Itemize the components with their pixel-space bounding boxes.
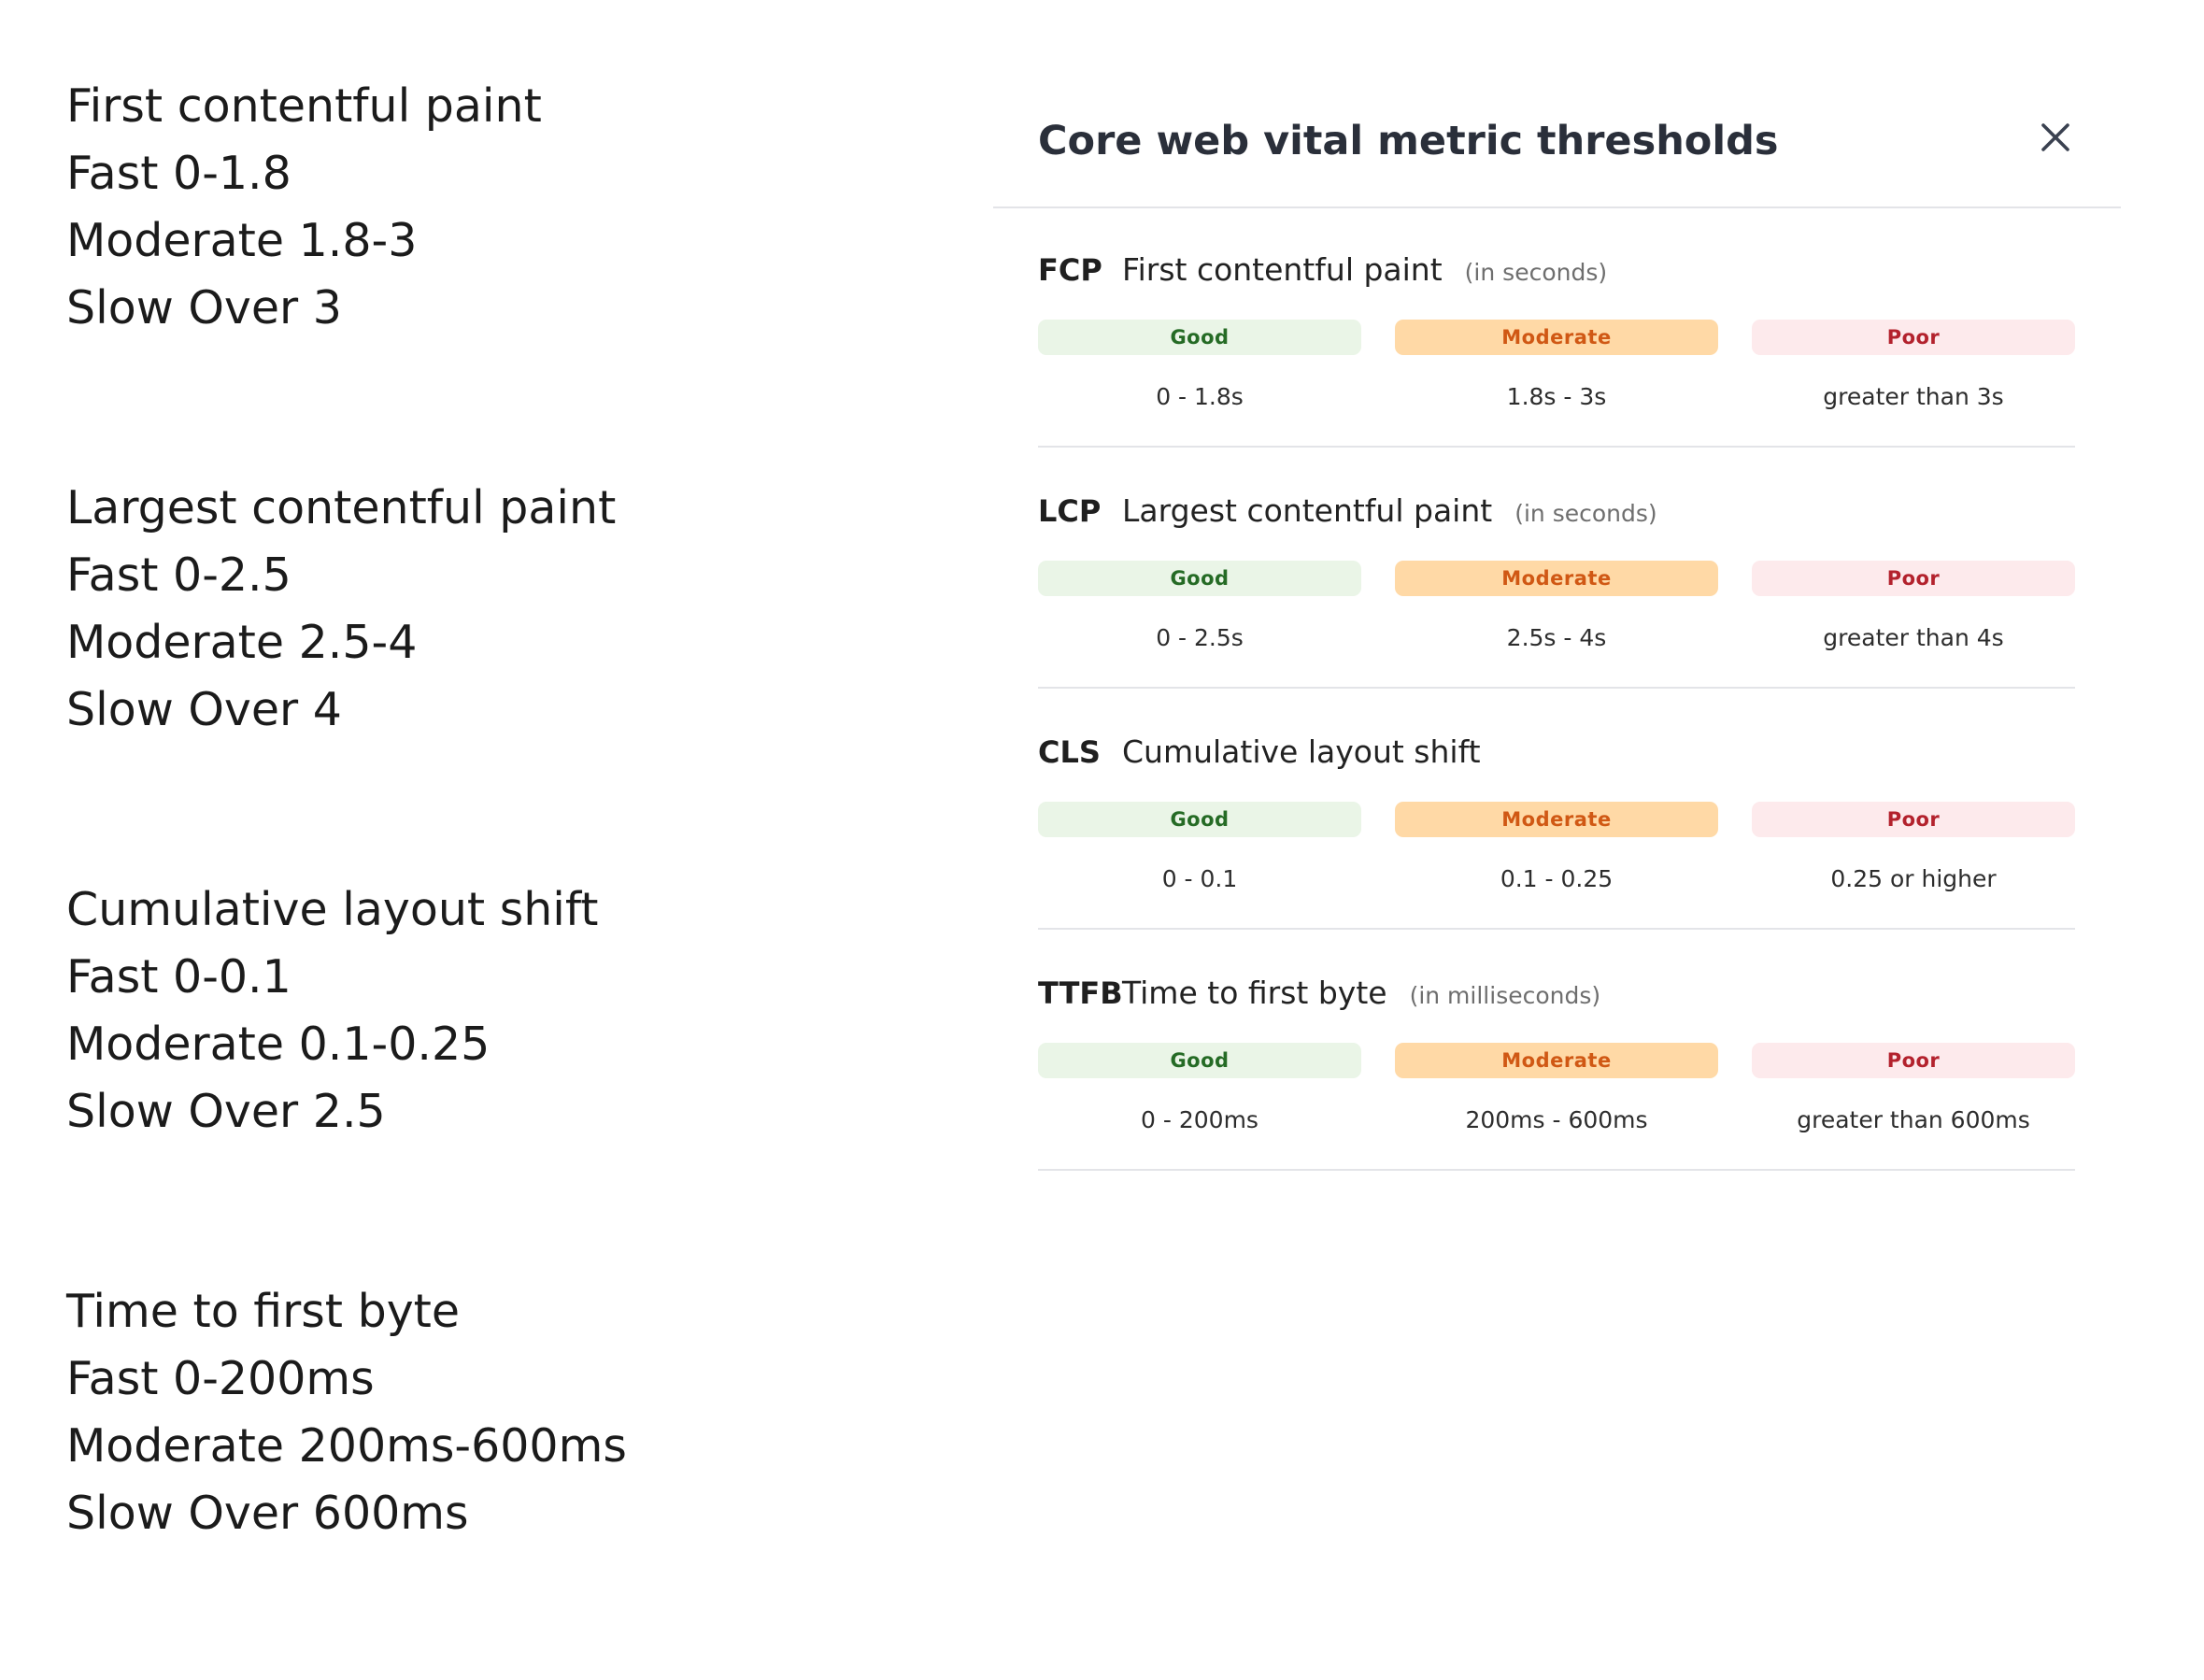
threshold-bands: Good 0 - 1.8s Moderate 1.8s - 3s Poor gr… bbox=[1038, 320, 2075, 410]
moderate-badge: Moderate bbox=[1395, 320, 1718, 355]
metric-name: Time to first byte bbox=[1122, 975, 1387, 1011]
good-badge: Good bbox=[1038, 1043, 1361, 1078]
moderate-range: 200ms - 600ms bbox=[1465, 1106, 1648, 1133]
notes-heading: Largest contentful paint bbox=[66, 481, 617, 534]
good-badge: Good bbox=[1038, 561, 1361, 596]
metric-list: FCP First contentful paint (in seconds) … bbox=[1038, 206, 2075, 1171]
band-moderate: Moderate 2.5s - 4s bbox=[1395, 561, 1718, 651]
band-good: Good 0 - 0.1 bbox=[1038, 802, 1361, 892]
notes-heading: Cumulative layout shift bbox=[66, 883, 599, 936]
metric-lcp: LCP Largest contentful paint (in seconds… bbox=[1038, 448, 2075, 689]
close-button[interactable] bbox=[2032, 114, 2079, 161]
good-range: 0 - 200ms bbox=[1141, 1106, 1258, 1133]
band-poor: Poor greater than 4s bbox=[1752, 561, 2075, 651]
notes-moderate: Moderate 200ms-600ms bbox=[66, 1419, 627, 1473]
metric-unit: (in seconds) bbox=[1514, 500, 1657, 527]
good-badge: Good bbox=[1038, 320, 1361, 355]
threshold-notes: First contentful paint Fast 0-1.8 Modera… bbox=[66, 73, 907, 1680]
poor-range: 0.25 or higher bbox=[1830, 865, 1997, 892]
metric-header: FCP First contentful paint (in seconds) bbox=[1038, 251, 2075, 288]
dialog-header: Core web vital metric thresholds bbox=[993, 97, 2121, 208]
good-range: 0 - 2.5s bbox=[1156, 624, 1244, 651]
notes-moderate: Moderate 0.1-0.25 bbox=[66, 1018, 491, 1071]
threshold-bands: Good 0 - 2.5s Moderate 2.5s - 4s Poor gr… bbox=[1038, 561, 2075, 651]
good-range: 0 - 0.1 bbox=[1161, 865, 1238, 892]
moderate-badge: Moderate bbox=[1395, 561, 1718, 596]
metric-abbr: LCP bbox=[1038, 493, 1102, 529]
notes-fast: Fast 0-0.1 bbox=[66, 950, 291, 1004]
threshold-bands: Good 0 - 200ms Moderate 200ms - 600ms Po… bbox=[1038, 1043, 2075, 1133]
band-poor: Poor greater than 600ms bbox=[1752, 1043, 2075, 1133]
poor-badge: Poor bbox=[1752, 320, 2075, 355]
metric-abbr: FCP bbox=[1038, 252, 1102, 288]
band-moderate: Moderate 1.8s - 3s bbox=[1395, 320, 1718, 410]
notes-slow: Slow Over 2.5 bbox=[66, 1085, 386, 1138]
band-good: Good 0 - 1.8s bbox=[1038, 320, 1361, 410]
notes-slow: Slow Over 600ms bbox=[66, 1487, 469, 1540]
thresholds-dialog: Core web vital metric thresholds FCP Fir… bbox=[993, 97, 2121, 1172]
notes-heading: First contentful paint bbox=[66, 79, 542, 133]
metric-abbr: TTFB bbox=[1038, 975, 1123, 1011]
metric-name: Cumulative layout shift bbox=[1122, 733, 1481, 770]
metric-abbr: CLS bbox=[1038, 734, 1101, 770]
moderate-range: 0.1 - 0.25 bbox=[1500, 865, 1614, 892]
notes-fast: Fast 0-2.5 bbox=[66, 548, 291, 602]
close-icon bbox=[2041, 123, 2069, 151]
notes-ttfb: Time to first byte Fast 0-200ms Moderate… bbox=[66, 1278, 907, 1547]
metric-name: Largest contentful paint bbox=[1122, 492, 1493, 529]
band-moderate: Moderate 200ms - 600ms bbox=[1395, 1043, 1718, 1133]
notes-heading: Time to first byte bbox=[66, 1285, 461, 1338]
metric-header: TTFB Time to first byte (in milliseconds… bbox=[1038, 975, 2075, 1011]
poor-range: greater than 3s bbox=[1823, 383, 2004, 410]
moderate-range: 1.8s - 3s bbox=[1506, 383, 1607, 410]
moderate-badge: Moderate bbox=[1395, 802, 1718, 837]
notes-fast: Fast 0-1.8 bbox=[66, 147, 291, 200]
metric-fcp: FCP First contentful paint (in seconds) … bbox=[1038, 206, 2075, 448]
band-moderate: Moderate 0.1 - 0.25 bbox=[1395, 802, 1718, 892]
notes-moderate: Moderate 1.8-3 bbox=[66, 214, 418, 267]
notes-cls: Cumulative layout shift Fast 0-0.1 Moder… bbox=[66, 876, 907, 1146]
moderate-range: 2.5s - 4s bbox=[1506, 624, 1607, 651]
good-range: 0 - 1.8s bbox=[1156, 383, 1244, 410]
poor-badge: Poor bbox=[1752, 1043, 2075, 1078]
threshold-bands: Good 0 - 0.1 Moderate 0.1 - 0.25 Poor 0.… bbox=[1038, 802, 2075, 892]
dialog-title: Core web vital metric thresholds bbox=[1038, 118, 1779, 164]
notes-slow: Slow Over 3 bbox=[66, 281, 342, 335]
poor-badge: Poor bbox=[1752, 802, 2075, 837]
metric-ttfb: TTFB Time to first byte (in milliseconds… bbox=[1038, 930, 2075, 1171]
metric-unit: (in seconds) bbox=[1464, 259, 1608, 286]
notes-slow: Slow Over 4 bbox=[66, 683, 342, 736]
notes-fcp: First contentful paint Fast 0-1.8 Modera… bbox=[66, 73, 907, 342]
band-poor: Poor greater than 3s bbox=[1752, 320, 2075, 410]
metric-header: LCP Largest contentful paint (in seconds… bbox=[1038, 492, 2075, 529]
good-badge: Good bbox=[1038, 802, 1361, 837]
metric-name: First contentful paint bbox=[1122, 251, 1443, 288]
metric-cls: CLS Cumulative layout shift Good 0 - 0.1… bbox=[1038, 689, 2075, 930]
poor-range: greater than 600ms bbox=[1797, 1106, 2030, 1133]
notes-moderate: Moderate 2.5-4 bbox=[66, 616, 418, 669]
band-good: Good 0 - 2.5s bbox=[1038, 561, 1361, 651]
notes-fast: Fast 0-200ms bbox=[66, 1352, 375, 1405]
metric-header: CLS Cumulative layout shift bbox=[1038, 733, 2075, 770]
poor-range: greater than 4s bbox=[1823, 624, 2004, 651]
poor-badge: Poor bbox=[1752, 561, 2075, 596]
notes-lcp: Largest contentful paint Fast 0-2.5 Mode… bbox=[66, 475, 907, 744]
band-good: Good 0 - 200ms bbox=[1038, 1043, 1361, 1133]
moderate-badge: Moderate bbox=[1395, 1043, 1718, 1078]
band-poor: Poor 0.25 or higher bbox=[1752, 802, 2075, 892]
metric-unit: (in milliseconds) bbox=[1409, 982, 1601, 1009]
